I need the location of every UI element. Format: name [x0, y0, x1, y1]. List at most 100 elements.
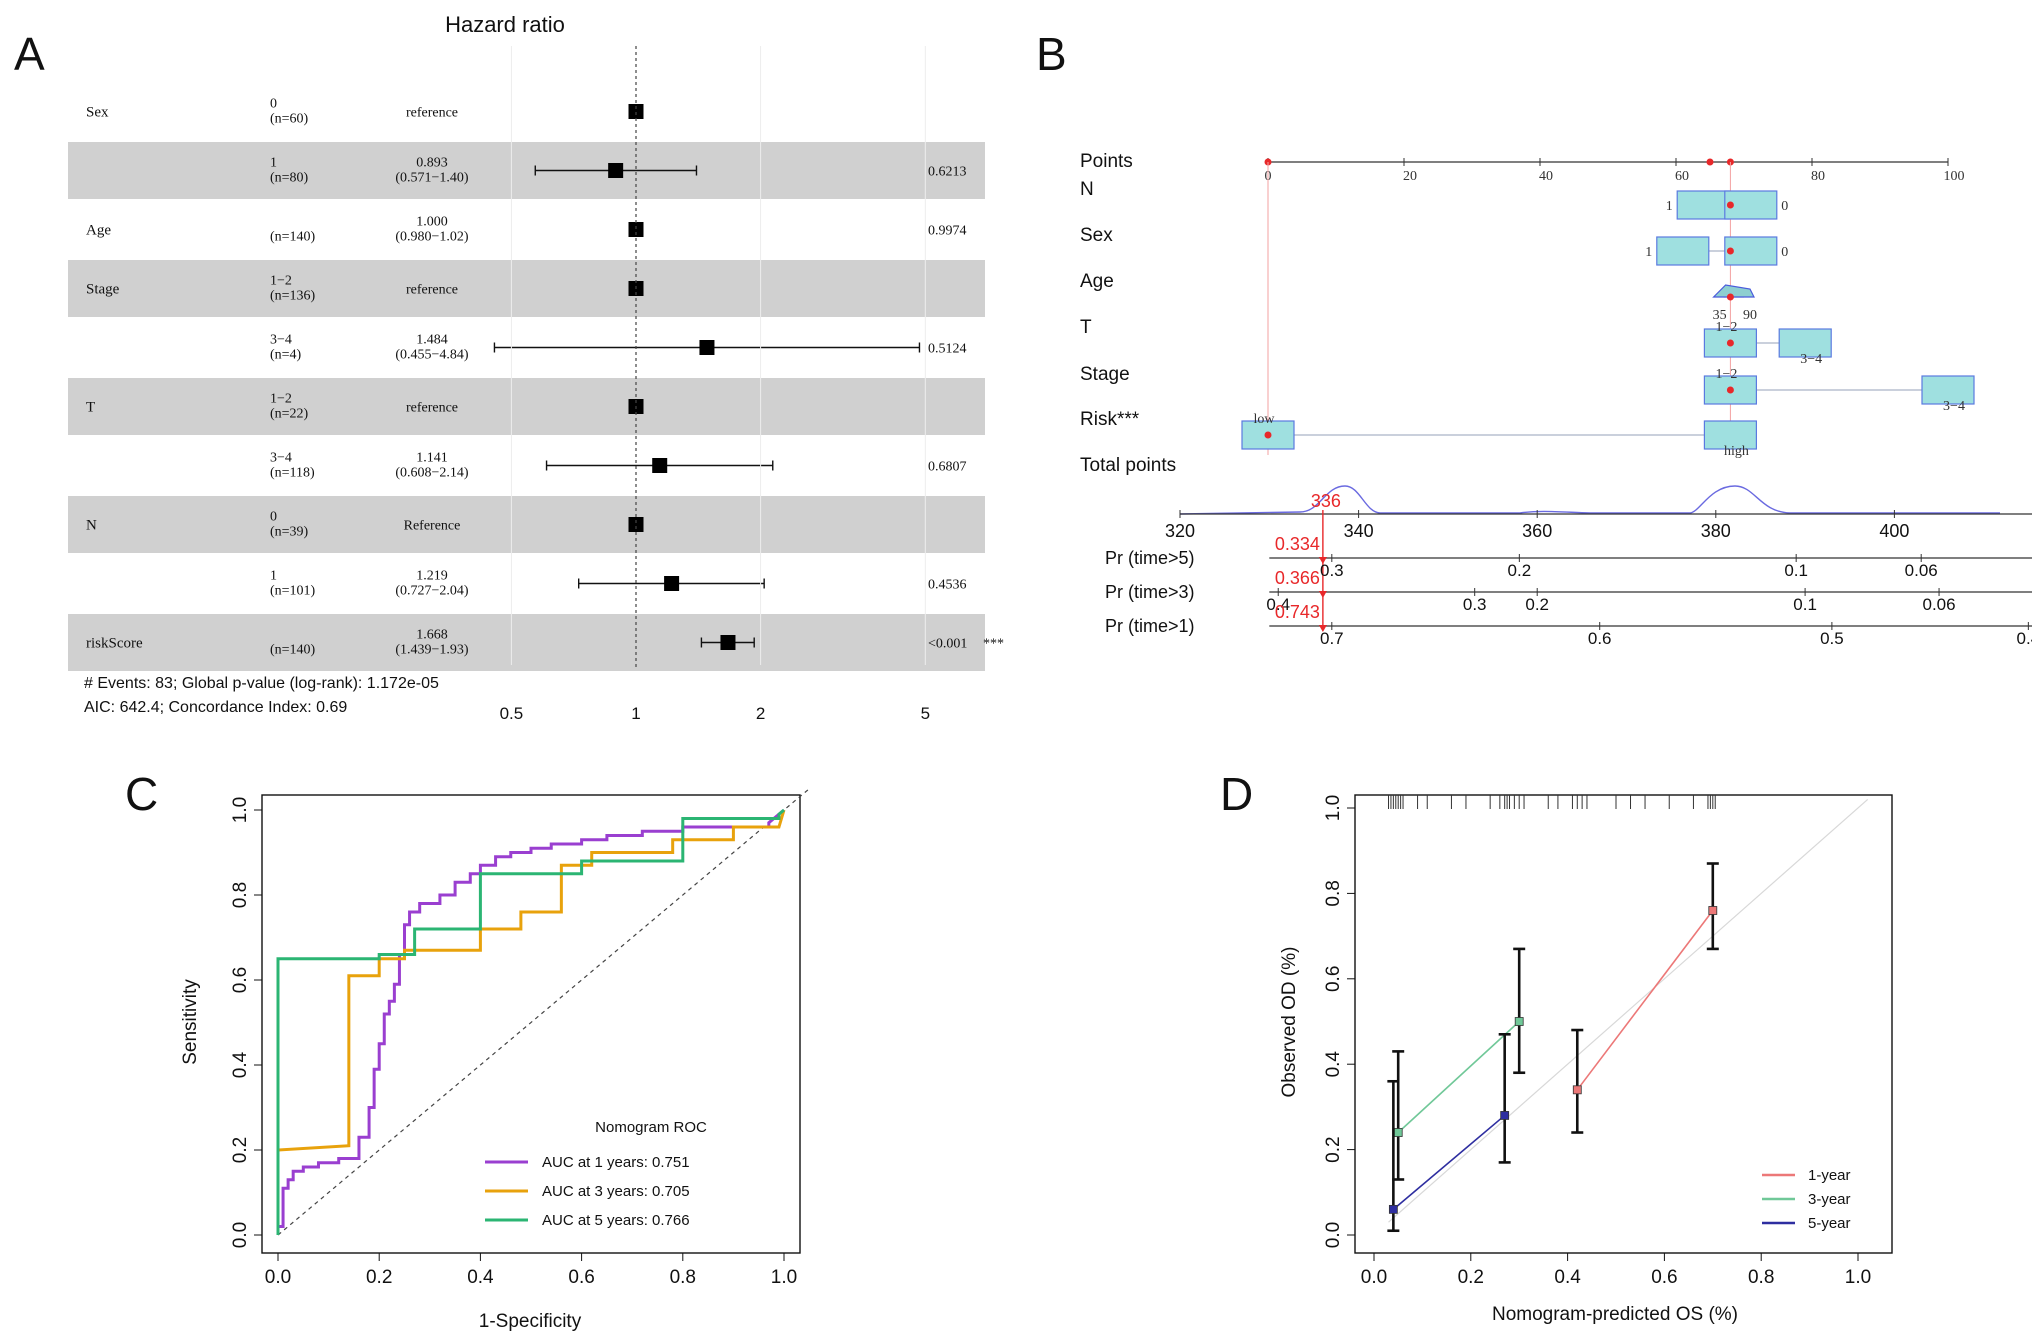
nomo-prob-value: 0.743	[1275, 602, 1320, 622]
forest-p-value: 0.5124	[928, 342, 967, 357]
forest-hr-text: reference	[406, 283, 458, 298]
calibration-chart: 0.0 0.0 0.2 0.2 0.4 0.4 0.6 0.6 0.8 0.8 1.0 1.0 Nomo…	[1279, 794, 1893, 1325]
nomo-var-label: Sex	[1080, 225, 1113, 246]
roc-series-line	[276, 808, 785, 1235]
nomo-total-tick-label: 400	[1879, 521, 1909, 541]
nomo-prob-tick-label: 0.06	[1923, 595, 1956, 614]
roc-y-tick-label: 0.6	[230, 967, 251, 993]
roc-legend-title: Nomogram ROC	[595, 1119, 707, 1136]
nomo-level-label: 1	[1666, 199, 1673, 214]
calib-point	[1393, 1128, 1403, 1137]
panel-letter-d: D	[1220, 768, 1253, 820]
forest-row-shade	[68, 260, 985, 317]
nomo-level-label: 0	[1781, 199, 1788, 214]
nomo-level-label: 1−2	[1715, 367, 1737, 382]
nomo-var-label: T	[1080, 317, 1092, 338]
nomogram: Points204060801000N10Sex10Age3590T1−23−4…	[1080, 151, 2032, 648]
roc-x-tick-label: 0.0	[265, 1267, 291, 1288]
forest-level-label: 0	[270, 510, 277, 525]
calib-x-tick-label: 0.0	[1361, 1267, 1387, 1288]
forest-level-n: (n=140)	[270, 230, 316, 245]
forest-footer-line2: AIC: 642.4; Concordance Index: 0.69	[84, 699, 347, 716]
calib-x-tick-label: 0.8	[1748, 1267, 1774, 1288]
forest-level-label: 3−4	[270, 451, 292, 466]
nomo-points-label: Points	[1080, 151, 1133, 172]
forest-hr-text: 1.219	[416, 569, 448, 584]
roc-legend-label: AUC at 1 years: 0.751	[542, 1154, 690, 1171]
nomo-total-density	[1179, 485, 2000, 515]
nomo-prob-tick-label: 0.6	[1588, 629, 1612, 648]
roc-y-tick-label: 0.8	[230, 882, 251, 908]
roc-y-tick-label: 0.2	[230, 1137, 251, 1163]
nomo-prob-tick-label: 0.3	[1320, 561, 1344, 580]
calib-series-line	[1397, 1020, 1520, 1134]
nomo-density-box	[1676, 190, 1730, 220]
forest-footer-line1: # Events: 83; Global p-value (log-rank):…	[84, 675, 439, 692]
nomo-density-box	[1712, 284, 1755, 298]
nomo-level-label: 3−4	[1943, 399, 1965, 414]
forest-level-label: 1−2	[270, 274, 292, 289]
calib-legend-label: 5-year	[1808, 1215, 1851, 1232]
forest-p-value: 0.6213	[928, 165, 967, 180]
nomo-total-tick-label: 340	[1344, 521, 1374, 541]
roc-series-line	[276, 809, 786, 1235]
forest-var-label: riskScore	[86, 636, 143, 652]
roc-diagonal	[277, 788, 810, 1236]
nomo-prob-tick-label: 0.4	[1266, 595, 1290, 614]
roc-x-tick-label: 0.4	[467, 1267, 494, 1288]
roc-legend-label: AUC at 3 years: 0.705	[542, 1183, 690, 1200]
nomo-level-label: 0	[1781, 245, 1788, 260]
nomo-prob-label: Pr (time>3)	[1105, 582, 1195, 602]
calib-y-tick-label: 0.0	[1323, 1222, 1344, 1248]
calib-y-label: Observed OD (%)	[1279, 947, 1300, 1098]
forest-level-label: 1−2	[270, 392, 292, 407]
nomo-selected-level	[1726, 386, 1734, 394]
nomo-var-label: N	[1080, 179, 1094, 200]
forest-hr-text: reference	[406, 401, 458, 416]
forest-p-value: 0.6807	[928, 460, 967, 475]
roc-x-tick-label: 0.6	[568, 1267, 594, 1288]
panel-letter-b: B	[1036, 28, 1067, 80]
calib-y-tick-label: 0.8	[1323, 880, 1344, 906]
nomo-level-label: 1	[1645, 245, 1652, 260]
forest-hr-ci: (1.439−1.93)	[395, 643, 469, 658]
forest-var-label: N	[86, 518, 97, 534]
nomo-prob-tick-label: 0.5	[1820, 629, 1844, 648]
forest-hr-ci: (0.571−1.40)	[395, 171, 469, 186]
forest-var-label: Age	[86, 223, 111, 239]
roc-x-tick-label: 0.2	[366, 1267, 392, 1288]
roc-y-tick-label: 1.0	[230, 797, 251, 823]
nomo-prob-tick-label: 0.06	[1905, 561, 1938, 580]
calib-point	[1708, 906, 1718, 915]
nomo-level-label: high	[1724, 444, 1749, 459]
forest-row-shade	[68, 614, 985, 671]
calib-x-tick-label: 0.6	[1651, 1267, 1677, 1288]
roc-x-tick-label: 0.8	[670, 1267, 696, 1288]
nomo-prob-value: 0.334	[1275, 534, 1320, 554]
calib-plot-frame	[1354, 794, 1893, 1254]
forest-tick-label: 5	[921, 704, 930, 723]
nomo-level-label: 90	[1743, 308, 1757, 323]
panel-letter-a: A	[14, 28, 45, 80]
forest-level-n: (n=136)	[270, 289, 316, 304]
forest-row-shade	[68, 496, 985, 553]
nomo-prob-marker	[1318, 591, 1327, 598]
nomo-selected-level	[1726, 339, 1734, 347]
nomo-selected-level	[1726, 247, 1734, 255]
nomo-density-box	[1703, 420, 1758, 450]
calib-series-line	[1576, 909, 1714, 1091]
calib-legend-label: 1-year	[1808, 1167, 1851, 1184]
nomo-level-label: 35	[1713, 308, 1727, 323]
forest-hr-text: Reference	[404, 519, 461, 534]
calib-point	[1514, 1017, 1524, 1026]
forest-hr-marker	[652, 458, 668, 473]
forest-hr-text: 1.141	[416, 451, 448, 466]
nomo-points-tick-label: 20	[1403, 169, 1417, 184]
nomo-level-label: low	[1254, 412, 1276, 427]
nomo-prob-marker	[1318, 625, 1327, 632]
forest-stars: ***	[983, 637, 1004, 652]
forest-hr-text: reference	[406, 106, 458, 121]
forest-hr-marker	[664, 576, 680, 591]
nomo-total-tick-label: 380	[1701, 521, 1731, 541]
forest-level-n: (n=101)	[270, 584, 316, 599]
